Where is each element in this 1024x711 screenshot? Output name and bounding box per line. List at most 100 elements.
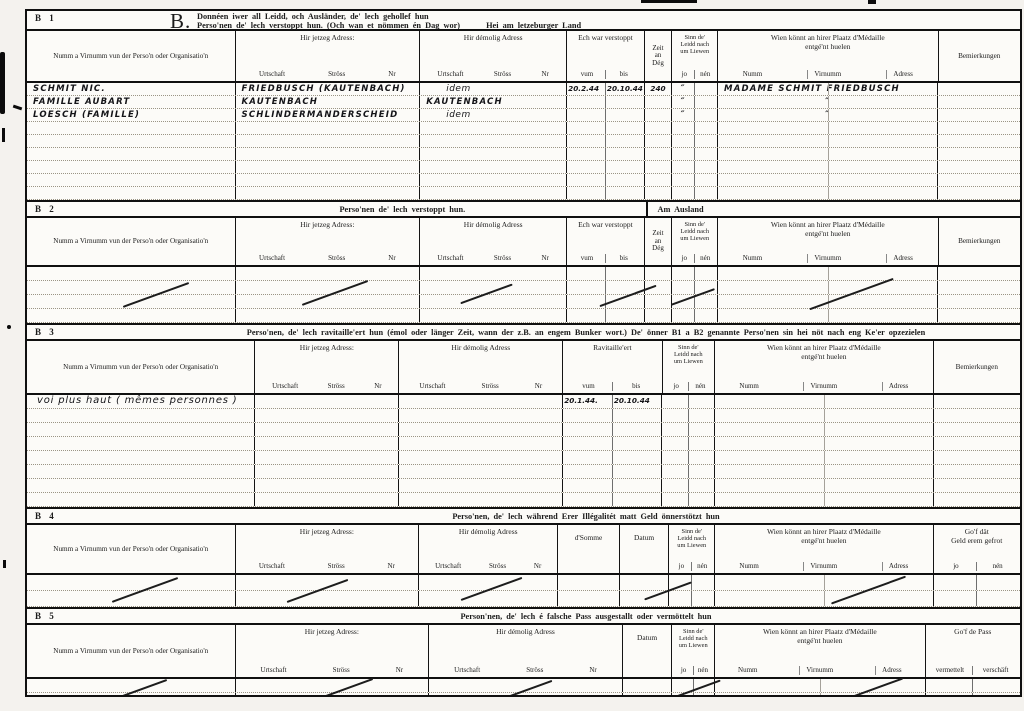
section-b4-data (27, 575, 1020, 607)
col-header-sinn-de-leidd: Sinn de' Leidd nach um Liewen jo nén (672, 625, 716, 677)
section-b1-header: Numm a Virnumm vun der Perso'n oder Orga… (27, 31, 1020, 83)
empty-row (27, 281, 1020, 295)
col-header-numm: Numm a Virnumm vun der Perso'n oder Orga… (27, 341, 256, 393)
section-b1-title-row: B 1 B. Donnéen iwer all Leidd, och Auslä… (27, 9, 1020, 33)
col-header-ravitailleert: Ravitaille'ert vum bis (563, 341, 663, 393)
cell-jetzeg: FRIEDBUSCH (KAUTENBACH) (236, 83, 421, 95)
scan-artifact (3, 560, 6, 568)
empty-row (27, 267, 1020, 281)
cell-bis: 20.10.44 (613, 395, 663, 408)
col-header-wien-koennt: Wien könnt an hirer Plaatz d'Médaille ent… (715, 341, 934, 393)
cell-bemierkungen (938, 83, 1019, 95)
cell-sinn-jo: ″ (672, 83, 696, 95)
col-header-datum: Datum (623, 625, 673, 677)
col-header-bemierkungen: Bemierkungen (958, 51, 1001, 60)
section-id: B 4 (35, 511, 56, 521)
col-header-numm: Numm a Virnumm vun der Perso'n oder Orga… (27, 31, 236, 81)
col-header-jetzeg-adress: Hir jetzeg Adress: Urtschaft Ströss Nr (236, 218, 421, 265)
section-b1-titles: Donnéen iwer all Leidd, och Ausländer, d… (197, 12, 581, 31)
scan-artifact (868, 0, 876, 4)
cell-sinn-nen (689, 395, 716, 408)
cell-bemierkungen (938, 109, 1019, 121)
section-b2-title-row: B 2 Perso'nen de' lech verstoppt hun. Am… (27, 202, 1020, 218)
scan-artifact (2, 128, 5, 142)
col-header-numm: Numm a Virnumm vun der Perso'n oder Orga… (27, 525, 236, 573)
section-b3-title: Perso'nen, de' lech ravitaille'ert hun (… (246, 328, 926, 337)
empty-row (27, 295, 1020, 309)
cell-zeit: 240 (645, 83, 673, 95)
col-header-demolig-adress: Hir démolig Adress Urtschaft Ströss Nr (420, 218, 568, 265)
cell-bis (606, 96, 645, 108)
section-b5-title-row: B 5 Person'nen, de' lech é falsche Pass … (27, 609, 1020, 625)
scan-artifact (7, 325, 11, 329)
empty-row (27, 309, 1020, 323)
empty-row (27, 187, 1020, 200)
col-header-demolig-adress: Hir démolig Adress Urtschaft Ströss Nr (419, 525, 559, 573)
cell-demolig (399, 395, 564, 408)
cell-bemierkungen (934, 395, 1020, 408)
cell-numm: LOESCH (FAMILLE) (27, 109, 236, 121)
cell-numm: voi plus haut ( mêmes personnes ) (27, 395, 256, 408)
cell-vum: 20.2.44 (567, 83, 606, 95)
cell-zeit (645, 109, 673, 121)
section-b5-title: Person'nen, de' lech é falsche Pass ausg… (460, 612, 712, 621)
col-header-jetzeg-adress: Hir jetzeg Adress: Urtschaft Ströss Nr (236, 31, 421, 81)
col-header-datum: Datum (620, 525, 670, 573)
cell-sinn-jo: ″ (672, 109, 696, 121)
form-paper: B 1 B. Donnéen iwer all Leidd, och Auslä… (25, 9, 1022, 697)
section-id: B 1 (35, 13, 56, 23)
cell-sinn-jo: ″ (672, 96, 696, 108)
section-id: B 2 (35, 204, 56, 214)
col-header-numm: Numm a Virnumm vun der Perso'n oder Orga… (27, 625, 236, 677)
empty-row (27, 135, 1020, 148)
cell-vum: 20.1.44. (563, 395, 613, 408)
col-header-zeit-an-deg: Zeit an Dég (645, 218, 673, 265)
cell-sinn-nen (695, 109, 719, 121)
col-header-sinn-de-leidd: Sinn de' Leidd nach um Liewen jo nén (669, 525, 716, 573)
table-row: SCHMIT NIC. FRIEDBUSCH (KAUTENBACH) idem… (27, 83, 1020, 96)
section-id: B 5 (35, 611, 56, 621)
title-line-2-right: Hei am letzeburger Land (486, 21, 582, 31)
col-header-zeit-an-deg: Zeit an Dég (645, 31, 673, 81)
cell-sinn-jo (662, 395, 689, 408)
scan-artifact (12, 104, 23, 111)
cell-vum (567, 109, 606, 121)
cell-sinn-nen (695, 96, 719, 108)
table-row: LOESCH (FAMILLE) SCHLINDERMANDERSCHEID i… (27, 109, 1020, 122)
empty-row (27, 465, 1020, 479)
scan-artifact (641, 0, 697, 3)
section-b5: B 5 Person'nen, de' lech é falsche Pass … (27, 607, 1020, 695)
col-header-demolig-adress: Hir démolig Adress Urtschaft Ströss Nr (420, 31, 568, 81)
cell-demolig: idem (420, 83, 568, 95)
empty-row (27, 148, 1020, 161)
empty-row (27, 679, 1020, 693)
section-b2-title-right: Am Ausland (657, 205, 704, 214)
col-header-bemierkungen: Bemierkungen (958, 237, 1001, 246)
empty-row (27, 437, 1020, 451)
empty-row (27, 479, 1020, 493)
empty-row (27, 493, 1020, 507)
cell-jetzeg: SCHLINDERMANDERSCHEID (236, 109, 421, 121)
empty-row (27, 161, 1020, 174)
section-b2-header: Numm a Virnumm vun der Perso'n oder Orga… (27, 218, 1020, 267)
cell-demolig: KAUTENBACH (420, 96, 568, 108)
section-b4-title-row: B 4 Perso'nen, de' lech während Erer Ill… (27, 509, 1020, 525)
section-b5-data (27, 677, 1020, 695)
section-b1-data: SCHMIT NIC. FRIEDBUSCH (KAUTENBACH) idem… (27, 83, 1020, 200)
table-row: voi plus haut ( mêmes personnes ) 20.1.4… (27, 395, 1020, 409)
section-b5-header: Numm a Virnumm vun der Perso'n oder Orga… (27, 625, 1020, 679)
section-b4-title: Perso'nen, de' lech während Erer Illégal… (452, 512, 720, 521)
col-header-bemierkungen: Bemierkungen (955, 362, 998, 371)
section-b4-header: Numm a Virnumm vun der Perso'n oder Orga… (27, 525, 1020, 575)
section-b2: B 2 Perso'nen de' lech verstoppt hun. Am… (27, 200, 1020, 323)
empty-row (27, 174, 1020, 187)
cell-jetzeg: KAUTENBACH (236, 96, 421, 108)
empty-row (27, 693, 1020, 695)
cell-zeit (645, 96, 673, 108)
section-b2-data (27, 267, 1020, 323)
col-header-jetzeg-adress: Hir jetzeg Adress: Urtschaft Ströss Nr (236, 625, 430, 677)
section-b1: B 1 B. Donnéen iwer all Leidd, och Auslä… (27, 11, 1020, 200)
cell-wien: MADAME SCHMIT FRIEDBUSCH (718, 83, 939, 95)
big-letter-b: B. (170, 9, 192, 33)
section-id: B 3 (35, 327, 56, 337)
